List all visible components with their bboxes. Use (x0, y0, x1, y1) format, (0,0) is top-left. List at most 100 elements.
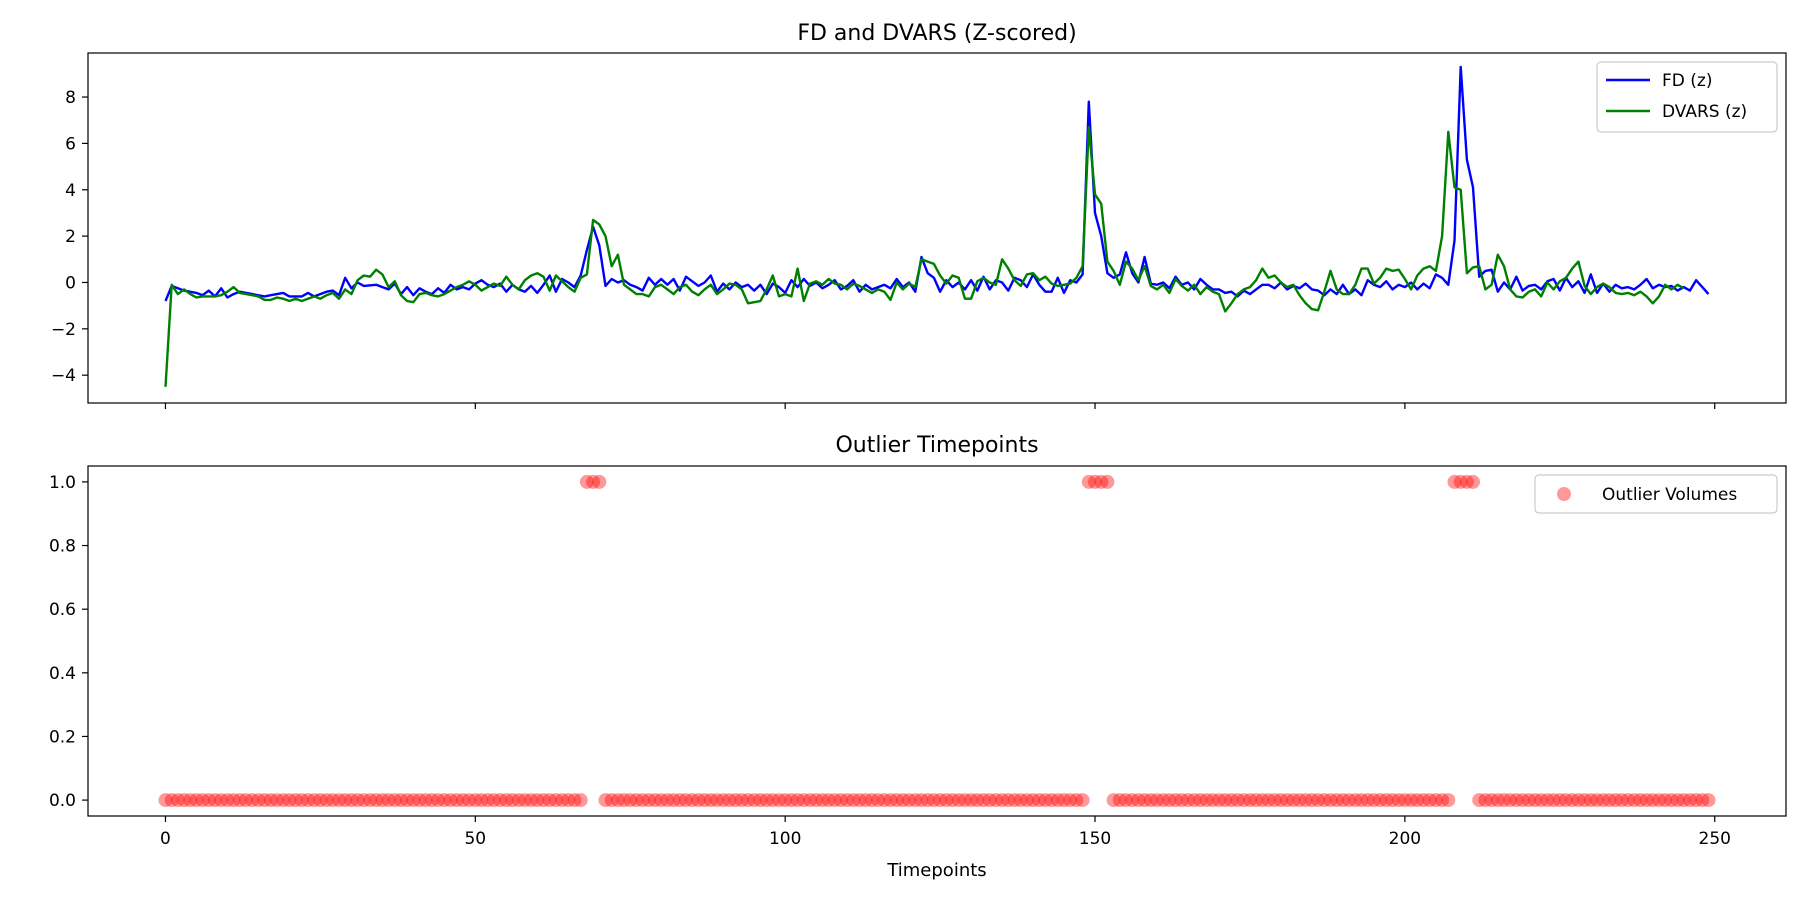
outlier-legend: Outlier Volumes (1534, 474, 1778, 514)
normal-point (864, 793, 879, 808)
normal-point (895, 793, 910, 808)
normal-point (809, 793, 824, 808)
normal-point (1528, 793, 1542, 808)
normal-point (1342, 793, 1357, 808)
normal-point (1497, 793, 1511, 808)
normal-point (976, 793, 991, 808)
outlier-point (1088, 474, 1102, 489)
normal-point (1292, 793, 1307, 808)
outlier-point (1459, 474, 1474, 489)
normal-point (672, 793, 687, 808)
normal-point (821, 793, 836, 808)
normal-point (982, 793, 997, 808)
normal-point (480, 793, 495, 808)
normal-point (443, 793, 458, 808)
normal-point (524, 793, 539, 808)
x-tick-label: 150 (1079, 829, 1111, 849)
normal-point (158, 793, 173, 808)
normal-point (1373, 793, 1388, 808)
normal-point (1119, 793, 1133, 808)
normal-point (1212, 793, 1226, 808)
normal-point (1571, 793, 1586, 808)
normal-point (815, 793, 830, 808)
normal-point (734, 793, 749, 808)
y-tick-label: 4 (65, 181, 76, 201)
normal-point (1193, 793, 1208, 808)
fd-dvars-panel: FD and DVARS (Z-scored) −4 −2 0 2 4 6 8 FD (z)… (51, 21, 1787, 409)
normal-point (827, 793, 842, 808)
normal-point (183, 793, 198, 808)
normal-point (1509, 793, 1524, 808)
fd-dvars-plot-frame (87, 52, 1787, 404)
normal-point (858, 793, 873, 808)
normal-point (387, 793, 402, 808)
normal-point (1174, 793, 1189, 808)
normal-point (1230, 793, 1245, 808)
normal-point (307, 793, 322, 808)
normal-point (1032, 793, 1047, 808)
normal-point (933, 793, 948, 808)
x-axis-label: Timepoints (886, 860, 986, 881)
normal-point (431, 793, 446, 808)
outlier-point (579, 474, 594, 489)
normal-point (1168, 793, 1183, 808)
legend-label-fd: FD (z) (1662, 71, 1712, 91)
y-tick-label: 8 (65, 88, 76, 108)
normal-point (1652, 793, 1666, 808)
normal-point (257, 793, 272, 808)
normal-point (319, 793, 334, 808)
normal-point (381, 793, 396, 808)
normal-point (1559, 793, 1573, 808)
normal-point (784, 793, 799, 808)
normal-point (1633, 793, 1648, 808)
normal-point (1280, 793, 1295, 808)
normal-point (648, 793, 662, 808)
normal-point (1267, 793, 1282, 808)
normal-point (1205, 793, 1220, 808)
normal-point (301, 793, 315, 808)
normal-point (1521, 793, 1536, 808)
normal-point (462, 793, 477, 808)
normal-point (604, 793, 619, 808)
normal-point (660, 793, 675, 808)
normal-point (796, 793, 811, 808)
x-tick-label: 250 (1699, 829, 1731, 849)
normal-point (1298, 793, 1313, 808)
normal-point (1026, 793, 1041, 808)
normal-point (1286, 793, 1301, 808)
normal-point (1243, 793, 1257, 808)
normal-point (375, 793, 390, 808)
normal-point (920, 793, 935, 808)
normal-point (189, 793, 204, 808)
normal-point (369, 793, 384, 808)
normal-point (338, 793, 353, 808)
outlier-point (1447, 474, 1462, 489)
normal-point (1131, 793, 1146, 808)
normal-point (1583, 793, 1598, 808)
normal-point (1156, 793, 1171, 808)
normal-point (710, 793, 724, 808)
normal-point (1565, 793, 1580, 808)
normal-point (1602, 793, 1617, 808)
normal-point (276, 793, 291, 808)
normal-point (1658, 793, 1673, 808)
normal-point (1255, 793, 1270, 808)
normal-point (1075, 793, 1090, 808)
normal-point (1150, 793, 1164, 808)
normal-point (325, 793, 340, 808)
normal-point (790, 793, 805, 808)
normal-point (654, 793, 669, 808)
normal-point (1534, 793, 1549, 808)
normal-point (1137, 793, 1152, 808)
normal-point (332, 793, 346, 808)
normal-point (1416, 793, 1431, 808)
normal-point (177, 793, 192, 808)
y-tick-label: 2 (65, 227, 76, 247)
normal-point (753, 793, 768, 808)
normal-point (778, 793, 793, 808)
normal-point (505, 793, 520, 808)
y-tick-label: 0 (65, 273, 76, 293)
normal-point (964, 793, 979, 808)
normal-point (1001, 793, 1016, 808)
normal-point (208, 793, 222, 808)
